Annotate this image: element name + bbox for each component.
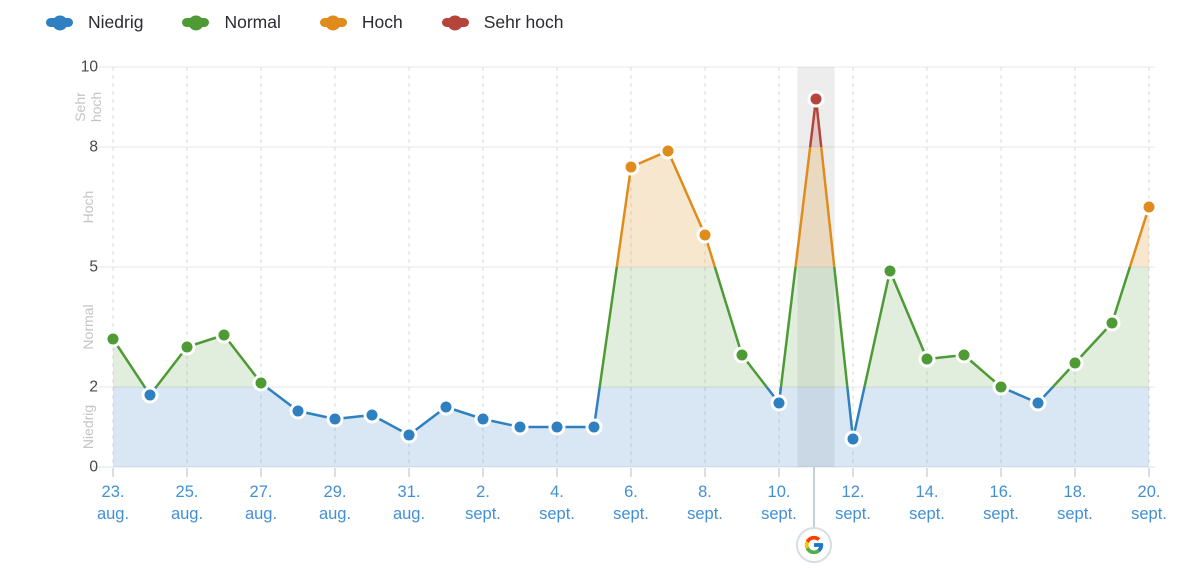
data-point-14-sept-[interactable]: [918, 350, 936, 368]
x-axis-label-day: 16.: [990, 483, 1013, 501]
data-point-6-sept-[interactable]: [622, 158, 640, 176]
data-point-11-sept-[interactable]: [807, 90, 825, 108]
data-point-30-aug-[interactable]: [363, 406, 381, 424]
google-badge[interactable]: [796, 527, 832, 563]
data-point-9-sept-[interactable]: [733, 346, 751, 364]
x-axis-label-month: sept.: [761, 505, 797, 523]
data-point-7-sept-[interactable]: [659, 142, 677, 160]
x-axis-label-day: 27.: [250, 483, 273, 501]
data-point-25-aug-[interactable]: [178, 338, 196, 356]
y-band-label-sehr-hoch: Sehr: [72, 92, 88, 122]
x-axis-label-day: 29.: [324, 483, 347, 501]
x-axis-label-month: aug.: [245, 505, 277, 523]
x-axis-label-day: 2.: [476, 483, 490, 501]
data-point-29-aug-[interactable]: [326, 410, 344, 428]
x-axis-label-day: 25.: [176, 483, 199, 501]
data-point-3-sept-[interactable]: [511, 418, 529, 436]
data-point-8-sept-[interactable]: [696, 226, 714, 244]
legend-item-hoch[interactable]: Hoch: [319, 12, 403, 33]
x-axis-label-month: sept.: [539, 505, 575, 523]
legend-marker-icon: [46, 15, 73, 30]
x-axis-label-day: 18.: [1064, 483, 1087, 501]
x-axis-label-day: 10.: [768, 483, 791, 501]
data-point-1-sept-[interactable]: [437, 398, 455, 416]
x-axis-label-month: aug.: [171, 505, 203, 523]
x-axis-label-day: 20.: [1138, 483, 1161, 501]
area-fill-sehr-hoch: [810, 99, 822, 147]
x-axis-label-day: 8.: [698, 483, 712, 501]
y-axis-tick-label: 8: [89, 139, 98, 156]
data-point-20-sept-[interactable]: [1140, 198, 1158, 216]
x-axis-label-month: sept.: [1131, 505, 1167, 523]
series-line-normal: [111, 267, 1132, 387]
chart-legend: Niedrig Normal Hoch Sehr hoch: [46, 12, 564, 33]
y-band-label-hoch: Hoch: [80, 191, 96, 224]
x-axis-label-day: 12.: [842, 483, 865, 501]
legend-item-label: Normal: [224, 12, 281, 32]
data-point-12-sept-[interactable]: [844, 430, 862, 448]
data-point-15-sept-[interactable]: [955, 346, 973, 364]
legend-marker-icon: [319, 15, 347, 30]
area-fill-niedrig: [113, 387, 1149, 467]
x-axis-label-month: aug.: [97, 505, 129, 523]
data-point-24-aug-[interactable]: [141, 386, 159, 404]
x-axis-label-day: 4.: [550, 483, 564, 501]
legend-item-label: Sehr hoch: [483, 12, 564, 32]
y-axis-tick-label: 0: [89, 459, 98, 476]
data-point-17-sept-[interactable]: [1029, 394, 1047, 412]
highlighted-day-column[interactable]: [797, 67, 835, 467]
data-point-16-sept-[interactable]: [992, 378, 1010, 396]
x-axis-label-month: sept.: [465, 505, 501, 523]
x-axis-label-day: 14.: [916, 483, 939, 501]
series-line-niedrig: [143, 387, 1055, 441]
data-point-10-sept-[interactable]: [770, 394, 788, 412]
x-axis-label-day: 31.: [398, 483, 421, 501]
x-axis-label-month: aug.: [393, 505, 425, 523]
data-point-23-aug-[interactable]: [104, 330, 122, 348]
legend-item-normal[interactable]: Normal: [182, 12, 281, 33]
legend-item-sehr-hoch[interactable]: Sehr hoch: [441, 12, 564, 33]
data-point-28-aug-[interactable]: [289, 402, 307, 420]
x-axis-label-month: sept.: [909, 505, 945, 523]
data-point-13-sept-[interactable]: [881, 262, 899, 280]
y-band-label-niedrig: Niedrig: [80, 405, 96, 449]
y-axis-tick-label: 10: [81, 59, 99, 76]
data-point-4-sept-[interactable]: [548, 418, 566, 436]
legend-item-label: Niedrig: [88, 12, 144, 32]
data-point-19-sept-[interactable]: [1103, 314, 1121, 332]
x-axis-label-month: sept.: [1057, 505, 1093, 523]
x-axis-label-month: sept.: [983, 505, 1019, 523]
legend-marker-icon: [182, 15, 210, 30]
x-axis-label-month: sept.: [613, 505, 649, 523]
x-axis-label-day: 6.: [624, 483, 638, 501]
data-point-2-sept-[interactable]: [474, 410, 492, 428]
x-axis-label-month: sept.: [835, 505, 871, 523]
data-point-18-sept-[interactable]: [1066, 354, 1084, 372]
y-axis-tick-label: 5: [89, 259, 98, 276]
y-band-label-normal: Normal: [80, 304, 96, 349]
data-point-27-aug-[interactable]: [252, 374, 270, 392]
y-axis-tick-label: 2: [89, 379, 98, 396]
data-point-5-sept-[interactable]: [585, 418, 603, 436]
legend-item-label: Hoch: [361, 12, 403, 32]
area-fill-normal: [113, 267, 1149, 387]
x-axis-label-month: sept.: [687, 505, 723, 523]
x-axis-label-day: 23.: [102, 483, 125, 501]
legend-item-niedrig[interactable]: Niedrig: [46, 12, 143, 33]
y-band-label-sehr-hoch: hoch: [88, 92, 104, 122]
data-point-31-aug-[interactable]: [400, 426, 418, 444]
x-axis-label-month: aug.: [319, 505, 351, 523]
data-point-26-aug-[interactable]: [215, 326, 233, 344]
google-logo-icon: [804, 535, 824, 555]
legend-marker-icon: [441, 15, 469, 30]
